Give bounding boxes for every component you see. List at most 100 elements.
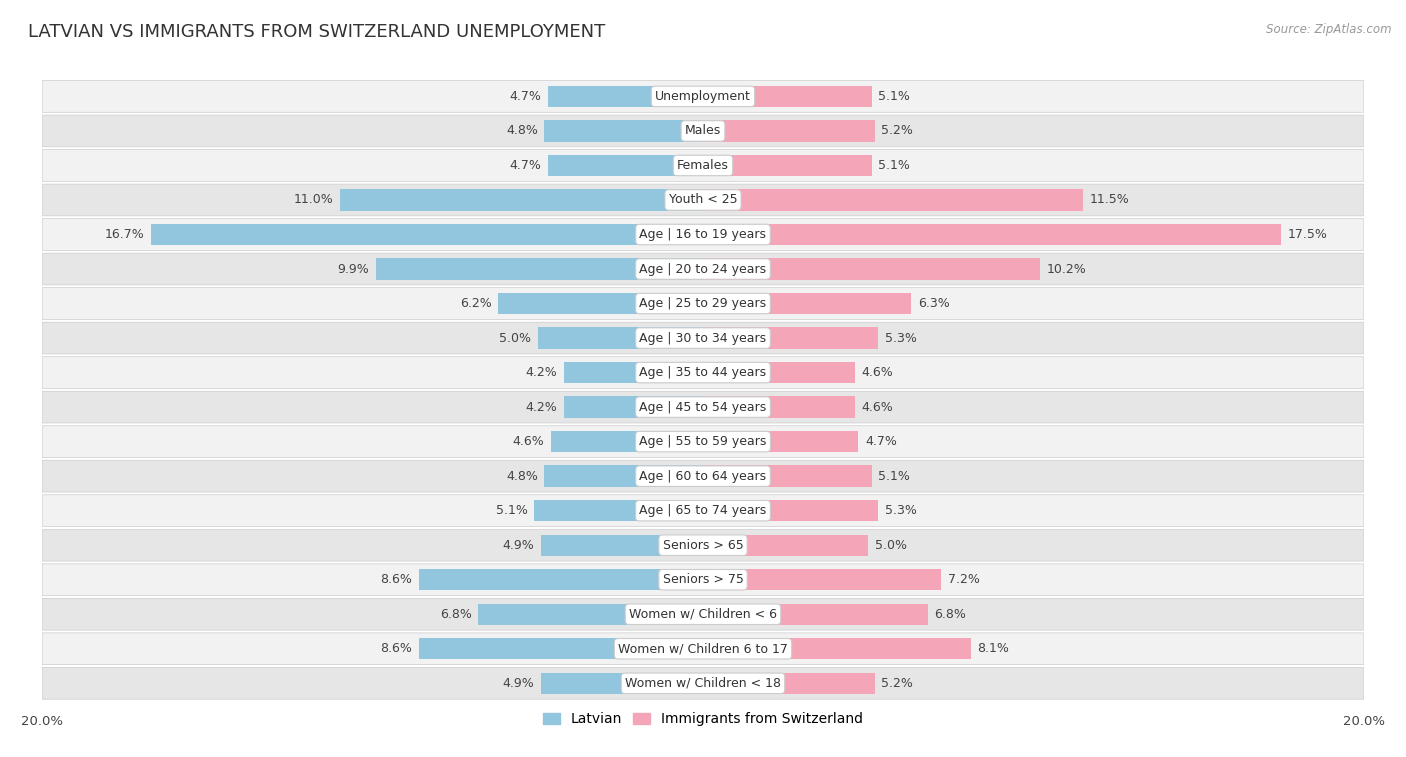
- FancyBboxPatch shape: [42, 253, 1364, 285]
- Bar: [375, 258, 703, 280]
- Bar: [703, 86, 872, 107]
- Bar: [534, 500, 703, 522]
- FancyBboxPatch shape: [42, 668, 1364, 699]
- Bar: [703, 327, 879, 349]
- Text: 5.3%: 5.3%: [884, 504, 917, 517]
- Text: 5.0%: 5.0%: [499, 332, 531, 344]
- Text: 5.1%: 5.1%: [879, 159, 910, 172]
- Bar: [551, 431, 703, 453]
- Text: 4.9%: 4.9%: [503, 539, 534, 552]
- FancyBboxPatch shape: [42, 288, 1364, 319]
- Bar: [537, 327, 703, 349]
- Bar: [703, 673, 875, 694]
- Text: 11.0%: 11.0%: [294, 194, 333, 207]
- Text: Seniors > 65: Seniors > 65: [662, 539, 744, 552]
- FancyBboxPatch shape: [42, 184, 1364, 216]
- Text: 10.2%: 10.2%: [1046, 263, 1087, 276]
- FancyBboxPatch shape: [42, 598, 1364, 630]
- FancyBboxPatch shape: [42, 322, 1364, 354]
- Bar: [703, 293, 911, 314]
- Text: 8.1%: 8.1%: [977, 642, 1010, 656]
- Text: Age | 20 to 24 years: Age | 20 to 24 years: [640, 263, 766, 276]
- Bar: [152, 224, 703, 245]
- FancyBboxPatch shape: [42, 219, 1364, 251]
- Bar: [564, 362, 703, 383]
- Text: 4.6%: 4.6%: [513, 435, 544, 448]
- Bar: [703, 120, 875, 142]
- Text: 11.5%: 11.5%: [1090, 194, 1129, 207]
- Bar: [541, 534, 703, 556]
- Text: Females: Females: [678, 159, 728, 172]
- Text: 5.1%: 5.1%: [496, 504, 527, 517]
- FancyBboxPatch shape: [42, 495, 1364, 527]
- Bar: [548, 154, 703, 176]
- Text: Age | 60 to 64 years: Age | 60 to 64 years: [640, 469, 766, 483]
- Text: 8.6%: 8.6%: [381, 642, 412, 656]
- Text: Age | 45 to 54 years: Age | 45 to 54 years: [640, 400, 766, 413]
- Bar: [703, 397, 855, 418]
- Bar: [419, 638, 703, 659]
- Bar: [498, 293, 703, 314]
- Text: 4.2%: 4.2%: [526, 366, 558, 379]
- Bar: [703, 224, 1281, 245]
- Text: LATVIAN VS IMMIGRANTS FROM SWITZERLAND UNEMPLOYMENT: LATVIAN VS IMMIGRANTS FROM SWITZERLAND U…: [28, 23, 606, 41]
- Legend: Latvian, Immigrants from Switzerland: Latvian, Immigrants from Switzerland: [537, 706, 869, 731]
- Text: 16.7%: 16.7%: [105, 228, 145, 241]
- Text: 6.3%: 6.3%: [918, 297, 949, 310]
- Text: Age | 55 to 59 years: Age | 55 to 59 years: [640, 435, 766, 448]
- Text: Unemployment: Unemployment: [655, 90, 751, 103]
- Text: 8.6%: 8.6%: [381, 573, 412, 586]
- Bar: [544, 120, 703, 142]
- Text: Age | 35 to 44 years: Age | 35 to 44 years: [640, 366, 766, 379]
- Text: 5.2%: 5.2%: [882, 677, 914, 690]
- Bar: [548, 86, 703, 107]
- Text: 5.3%: 5.3%: [884, 332, 917, 344]
- Bar: [703, 534, 868, 556]
- Text: Males: Males: [685, 124, 721, 138]
- Text: 5.2%: 5.2%: [882, 124, 914, 138]
- Bar: [544, 466, 703, 487]
- FancyBboxPatch shape: [42, 529, 1364, 561]
- Text: 4.6%: 4.6%: [862, 400, 893, 413]
- Text: Women w/ Children < 6: Women w/ Children < 6: [628, 608, 778, 621]
- FancyBboxPatch shape: [42, 80, 1364, 112]
- Bar: [703, 466, 872, 487]
- Text: Seniors > 75: Seniors > 75: [662, 573, 744, 586]
- Text: 6.8%: 6.8%: [934, 608, 966, 621]
- Text: 4.2%: 4.2%: [526, 400, 558, 413]
- Text: 5.1%: 5.1%: [879, 469, 910, 483]
- Bar: [703, 569, 941, 590]
- Text: 6.2%: 6.2%: [460, 297, 492, 310]
- Text: Youth < 25: Youth < 25: [669, 194, 737, 207]
- Bar: [703, 603, 928, 625]
- Text: 4.7%: 4.7%: [865, 435, 897, 448]
- Text: 4.9%: 4.9%: [503, 677, 534, 690]
- FancyBboxPatch shape: [42, 633, 1364, 665]
- FancyBboxPatch shape: [42, 115, 1364, 147]
- Bar: [703, 258, 1040, 280]
- Text: 9.9%: 9.9%: [337, 263, 370, 276]
- Text: 17.5%: 17.5%: [1288, 228, 1327, 241]
- FancyBboxPatch shape: [42, 357, 1364, 388]
- Text: Age | 30 to 34 years: Age | 30 to 34 years: [640, 332, 766, 344]
- FancyBboxPatch shape: [42, 564, 1364, 596]
- FancyBboxPatch shape: [42, 425, 1364, 457]
- Bar: [564, 397, 703, 418]
- Bar: [703, 431, 858, 453]
- Bar: [419, 569, 703, 590]
- Bar: [339, 189, 703, 210]
- Text: Age | 16 to 19 years: Age | 16 to 19 years: [640, 228, 766, 241]
- Text: 4.8%: 4.8%: [506, 469, 537, 483]
- Bar: [703, 362, 855, 383]
- Text: 4.7%: 4.7%: [509, 90, 541, 103]
- FancyBboxPatch shape: [42, 460, 1364, 492]
- Bar: [703, 154, 872, 176]
- Text: 6.8%: 6.8%: [440, 608, 471, 621]
- Text: 5.1%: 5.1%: [879, 90, 910, 103]
- Bar: [703, 500, 879, 522]
- Bar: [703, 189, 1083, 210]
- Text: 4.7%: 4.7%: [509, 159, 541, 172]
- Text: 4.8%: 4.8%: [506, 124, 537, 138]
- Text: Women w/ Children 6 to 17: Women w/ Children 6 to 17: [619, 642, 787, 656]
- Text: 4.6%: 4.6%: [862, 366, 893, 379]
